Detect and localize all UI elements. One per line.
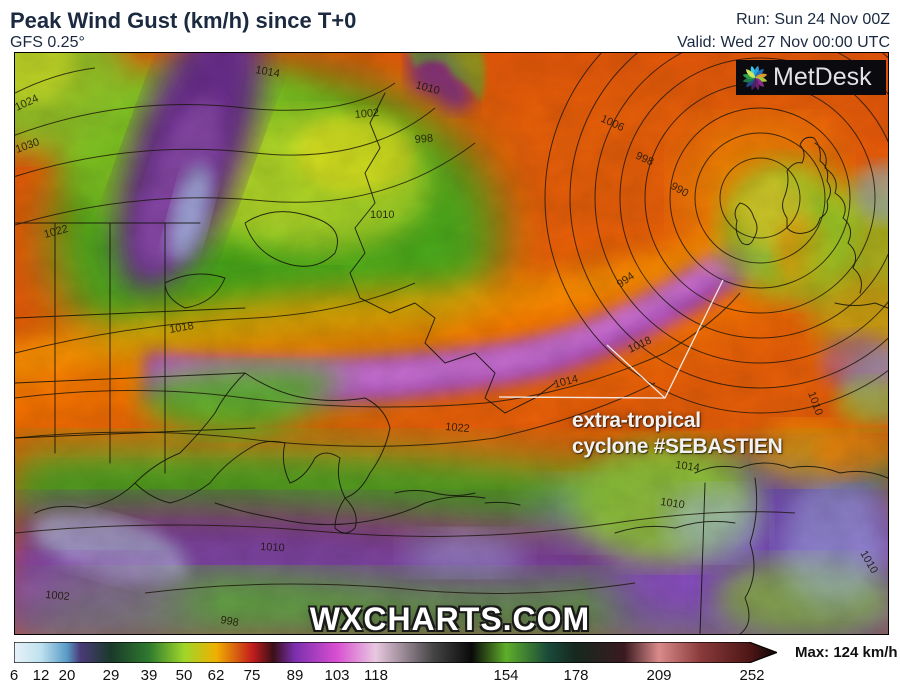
svg-text:1002: 1002 [354, 107, 379, 121]
svg-text:998: 998 [414, 132, 433, 146]
svg-text:1010: 1010 [370, 209, 394, 221]
svg-text:1022: 1022 [445, 421, 470, 435]
svg-text:1010: 1010 [260, 541, 285, 554]
